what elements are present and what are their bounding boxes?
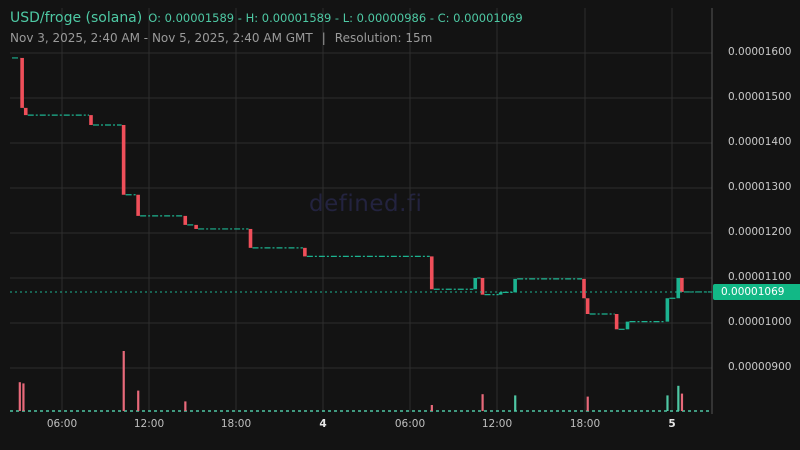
candle-up[interactable] [676,278,681,299]
candle-down[interactable] [582,278,586,299]
y-tick-label: 0.00001600 [728,46,792,58]
x-tick-label: 5 [668,418,676,430]
resolution-label: Resolution: 15m [334,31,433,45]
volume-bar-up[interactable] [666,395,669,411]
chart-subtitle: Nov 3, 2025, 2:40 AM - Nov 5, 2025, 2:40… [10,31,523,45]
candle-down[interactable] [680,278,684,292]
volume-bar-up[interactable] [514,395,517,411]
current-price-tag: 0.00001069 [713,283,800,300]
candle-up[interactable] [513,278,517,293]
candle-down[interactable] [303,247,307,257]
x-tick-label: 18:00 [569,418,601,430]
volume-bar-down[interactable] [22,383,25,411]
candle-down[interactable] [194,224,198,229]
x-tick-label: 4 [319,418,327,430]
y-tick-label: 0.00001000 [728,316,792,328]
candle-up[interactable] [625,321,630,330]
candle-up[interactable] [473,278,478,290]
candle-down[interactable] [89,115,93,125]
volume-bar-down[interactable] [481,394,484,411]
volume-bar-down[interactable] [122,351,125,411]
x-tick-label: 12:00 [481,418,513,430]
volume-bar-down[interactable] [586,396,589,411]
y-tick-label: 0.00001400 [728,136,792,148]
x-tick-label: 06:00 [394,418,426,430]
candle-down[interactable] [429,256,434,290]
candle-down[interactable] [183,215,188,225]
y-tick-label: 0.00000900 [728,361,792,373]
x-tick-label: 06:00 [46,418,78,430]
candle-down[interactable] [136,194,140,216]
ohlc-values: O: 0.00001589 - H: 0.00001589 - L: 0.000… [148,11,523,25]
candle-down[interactable] [480,278,485,295]
candle-up[interactable] [498,292,503,295]
volume-bar-up[interactable] [677,385,680,411]
candle-down[interactable] [23,107,28,116]
candle-down[interactable] [614,314,619,330]
y-tick-label: 0.00001100 [728,271,792,283]
separator: | [321,31,326,45]
y-tick-label: 0.00001200 [728,226,792,238]
watermark-logo: defined.fi [309,191,423,217]
x-tick-label: 18:00 [220,418,252,430]
candle-down[interactable] [121,125,126,195]
volume-bar-down[interactable] [680,393,684,411]
y-tick-label: 0.00001300 [728,181,792,193]
candle-up[interactable] [665,298,670,322]
pair-title: USD/froge (solana) [10,10,143,26]
volume-bar-down[interactable] [137,390,140,411]
chart-header: USD/froge (solana) O: 0.00001589 - H: 0.… [10,10,523,45]
x-tick-label: 12:00 [133,418,165,430]
y-tick-label: 0.00001500 [728,91,792,103]
candle-down[interactable] [20,57,24,108]
volume-bar-down[interactable] [430,405,433,411]
candle-down[interactable] [585,298,590,314]
volume-bar-down[interactable] [184,401,187,411]
date-range: Nov 3, 2025, 2:40 AM - Nov 5, 2025, 2:40… [10,31,313,45]
volume-bar-down[interactable] [18,382,21,411]
candle-down[interactable] [248,228,253,248]
